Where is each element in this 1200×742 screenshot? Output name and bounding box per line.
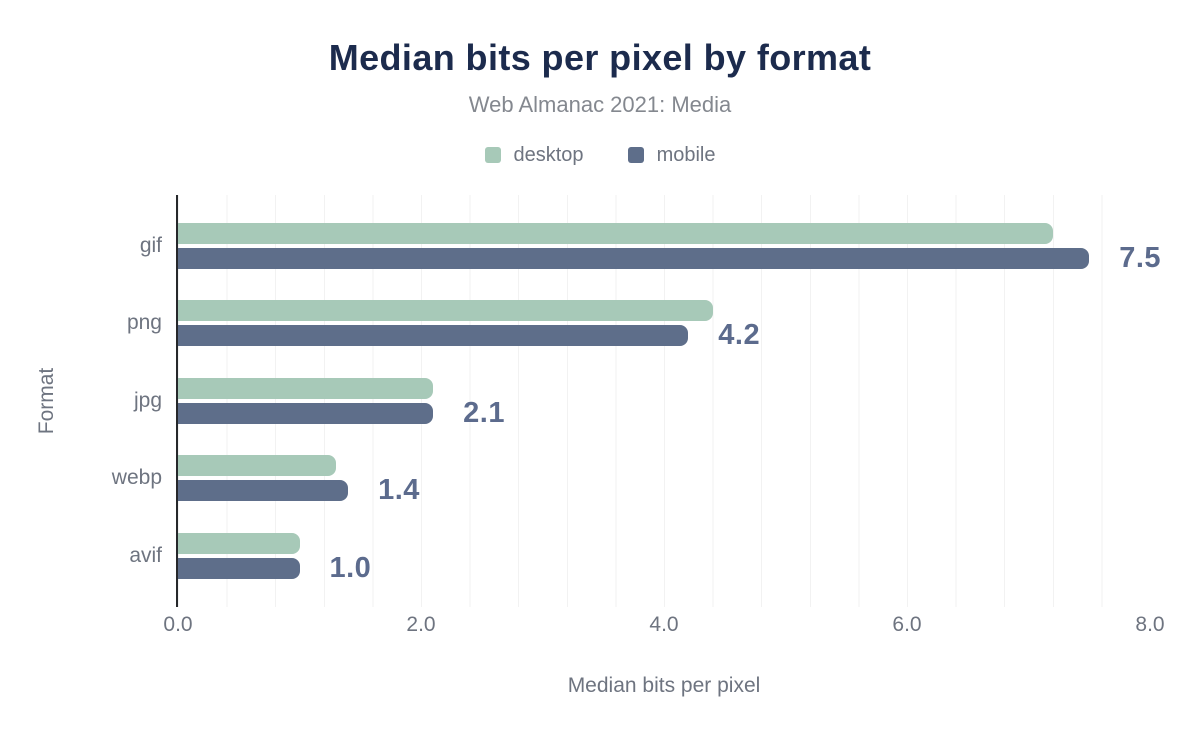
legend: desktop mobile: [0, 143, 1200, 167]
bar-row-jpg: jpg 2.1: [134, 378, 1150, 429]
bar-row-webp: webp 1.4: [112, 455, 1150, 506]
category-label-avif: avif: [129, 544, 162, 567]
x-tick-label: 2.0: [406, 613, 436, 636]
mobile-bar-avif: [178, 558, 300, 579]
mobile-bar-gif: [178, 248, 1090, 269]
bar-row-png: png 4.2: [127, 300, 1150, 351]
desktop-bar-png: [178, 300, 713, 321]
value-label-gif: 7.5: [1119, 242, 1162, 274]
x-axis-title: Median bits per pixel: [567, 674, 761, 697]
bar-row-gif: gif 7.5: [140, 223, 1161, 274]
category-label-jpg: jpg: [133, 389, 162, 412]
x-tick-label: 4.0: [649, 613, 679, 636]
desktop-bar-jpg: [178, 378, 434, 399]
plot-area: gif 7.5 png 4.2 jpg 2.1 webp 1.4 avif: [112, 195, 1161, 607]
desktop-bar-webp: [178, 455, 336, 476]
legend-label-mobile: mobile: [656, 143, 716, 166]
mobile-bar-jpg: [178, 403, 434, 424]
value-label-png: 4.2: [718, 319, 761, 351]
desktop-swatch-icon: [484, 147, 501, 163]
chart-subtitle: Web Almanac 2021: Media: [468, 92, 732, 117]
desktop-bar-gif: [178, 223, 1053, 244]
mobile-bar-webp: [178, 480, 349, 501]
y-axis-title: Format: [35, 367, 58, 435]
legend-item-mobile: mobile: [627, 143, 716, 167]
x-tick-label: 8.0: [1135, 613, 1165, 636]
x-tick-label: 6.0: [892, 613, 922, 636]
x-tick-label: 0.0: [163, 613, 193, 636]
mobile-bar-png: [178, 325, 689, 346]
y-axis-line: [176, 195, 178, 607]
chart-title: Median bits per pixel by format: [328, 37, 872, 78]
x-axis-ticks: 0.0 2.0 4.0 6.0 8.0: [163, 613, 1164, 639]
legend-item-desktop: desktop: [484, 143, 584, 167]
bar-row-avif: avif 1.0: [129, 533, 1150, 584]
category-label-webp: webp: [111, 466, 162, 489]
legend-label-desktop: desktop: [513, 143, 584, 166]
category-label-png: png: [126, 311, 162, 334]
desktop-bar-avif: [178, 533, 300, 554]
value-label-webp: 1.4: [378, 474, 420, 506]
mobile-swatch-icon: [627, 147, 644, 163]
category-label-gif: gif: [139, 234, 162, 257]
value-label-avif: 1.0: [329, 552, 372, 584]
value-label-jpg: 2.1: [463, 397, 505, 429]
